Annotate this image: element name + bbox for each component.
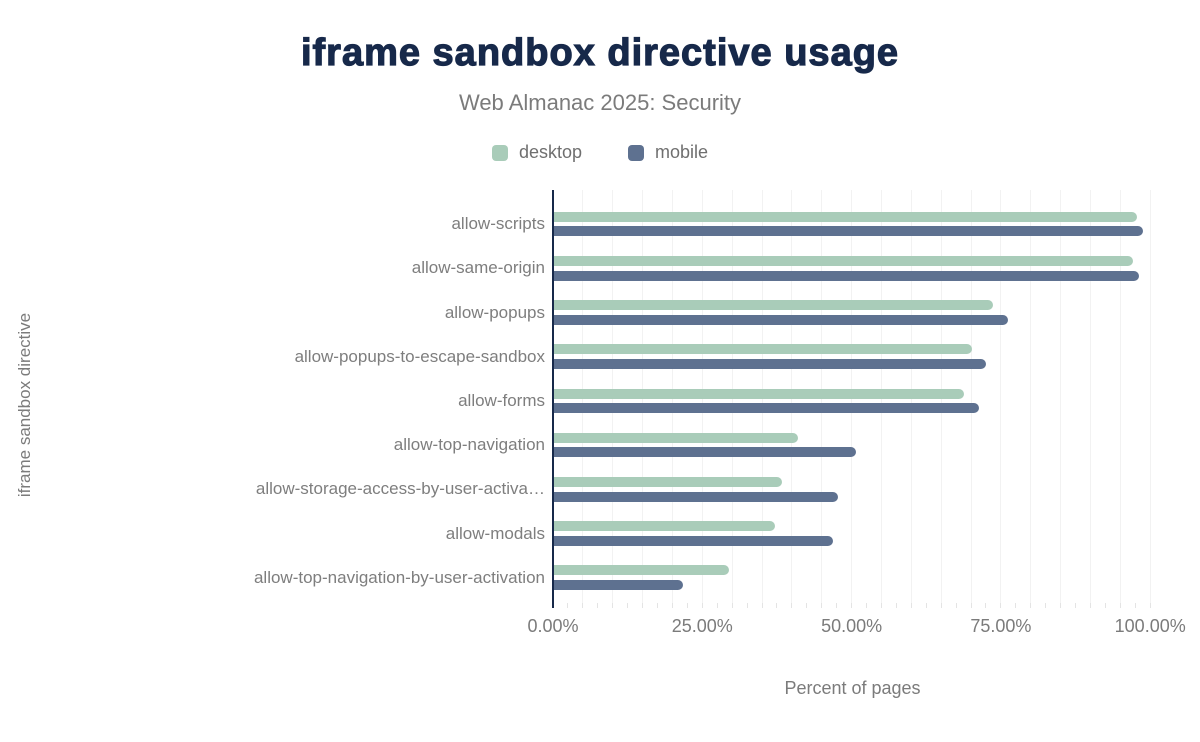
minor-tick [1015, 603, 1017, 608]
legend-item-mobile[interactable]: mobile [628, 142, 708, 163]
bar-desktop[interactable] [553, 388, 964, 399]
y-axis-title: iframe sandbox directive [15, 312, 34, 498]
minor-tick [627, 603, 629, 608]
y-axis-line [551, 190, 554, 608]
plot-area [553, 190, 1152, 608]
legend-label-desktop: desktop [518, 142, 582, 162]
minor-tick [925, 603, 927, 608]
minor-tick [1000, 603, 1002, 608]
bar-mobile[interactable] [553, 491, 839, 502]
minor-tick [836, 603, 838, 608]
x-tick-label: 100.00% [1114, 616, 1186, 636]
desktop-swatch-icon [491, 144, 508, 161]
bar-desktop[interactable] [553, 344, 973, 355]
bar-desktop[interactable] [553, 300, 993, 311]
minor-tick [866, 603, 868, 608]
x-tick-label: 0.00% [527, 616, 579, 636]
gridline [970, 190, 972, 603]
bar-desktop[interactable] [553, 521, 775, 532]
bar-desktop[interactable] [553, 565, 729, 576]
x-tick-label: 25.00% [671, 616, 733, 636]
minor-tick [761, 603, 763, 608]
gridline [1119, 190, 1121, 603]
category-label: allow-same-origin [411, 258, 545, 278]
minor-tick [1060, 603, 1062, 608]
category-label: allow-top-navigation [393, 435, 545, 455]
x-tick-label: 75.00% [970, 616, 1032, 636]
gridline [1089, 190, 1091, 603]
bar-desktop[interactable] [553, 256, 1133, 266]
minor-tick [806, 603, 808, 608]
category-label: allow-storage-access-by-user-activa… [255, 479, 545, 499]
minor-tick [657, 603, 658, 608]
minor-tick [910, 603, 912, 608]
bar-mobile[interactable] [553, 535, 834, 546]
bar-mobile[interactable] [553, 403, 979, 414]
legend-label-mobile: mobile [655, 142, 709, 162]
minor-tick [955, 603, 957, 608]
gridline [1149, 190, 1151, 603]
minor-tick [1104, 603, 1106, 608]
legend: desktop mobile [0, 142, 1200, 163]
minor-tick [851, 603, 853, 608]
minor-tick [582, 603, 584, 608]
bar-desktop[interactable] [553, 432, 798, 443]
category-label: allow-forms [458, 390, 545, 410]
minor-tick [567, 603, 569, 608]
bar-desktop[interactable] [553, 477, 783, 487]
category-label: allow-top-navigation-by-user-activation [253, 567, 545, 587]
bar-mobile[interactable] [553, 226, 1144, 237]
bar-mobile[interactable] [553, 580, 683, 590]
mobile-swatch-icon [628, 144, 644, 161]
legend-item-desktop[interactable]: desktop [491, 142, 582, 163]
minor-tick [821, 603, 823, 608]
minor-tick [776, 603, 778, 608]
minor-tick [701, 603, 703, 608]
bar-mobile[interactable] [553, 270, 1139, 281]
minor-tick [1134, 603, 1136, 608]
minor-tick [1089, 603, 1091, 608]
minor-tick [1075, 603, 1077, 608]
category-label: allow-popups [444, 302, 545, 322]
minor-tick [671, 603, 673, 608]
minor-tick [880, 603, 882, 608]
minor-tick [791, 603, 793, 608]
bar-mobile[interactable] [553, 359, 986, 369]
minor-tick [1030, 603, 1032, 608]
minor-tick [895, 603, 897, 608]
x-tick-label: 50.00% [821, 616, 883, 636]
minor-tick [985, 603, 987, 608]
gridline [1000, 190, 1002, 603]
minor-tick [642, 603, 644, 608]
category-label: allow-scripts [451, 214, 545, 234]
chart-subtitle: Web Almanac 2025: Security [458, 90, 742, 115]
minor-tick [1149, 603, 1151, 608]
chart-title: iframe sandbox directive usage [300, 31, 900, 74]
minor-tick [612, 603, 614, 608]
minor-tick [1045, 603, 1047, 608]
minor-tick [1119, 603, 1121, 608]
x-axis-title: Percent of pages [784, 678, 921, 698]
gridline [1030, 190, 1032, 603]
gridline [1060, 190, 1062, 603]
bar-desktop[interactable] [553, 211, 1138, 222]
bar-mobile[interactable] [553, 447, 857, 458]
minor-tick [731, 603, 733, 608]
minor-tick [746, 603, 748, 608]
category-label: allow-modals [445, 523, 545, 543]
minor-tick [970, 603, 972, 608]
minor-tick [716, 603, 718, 608]
minor-tick [597, 603, 599, 608]
bar-mobile[interactable] [553, 314, 1009, 325]
minor-tick [686, 603, 688, 608]
category-label: allow-popups-to-escape-sandbox [294, 346, 545, 366]
minor-tick [940, 603, 942, 608]
